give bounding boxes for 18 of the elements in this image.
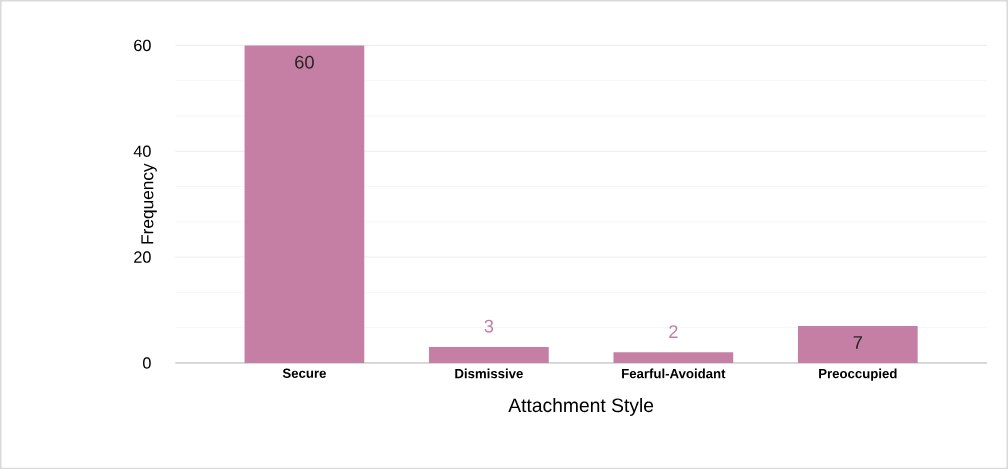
y-tick-label: 40 xyxy=(133,145,151,157)
bar xyxy=(429,346,549,363)
x-tick-label: Secure xyxy=(282,368,326,378)
data-label: 7 xyxy=(853,336,862,349)
data-label: 60 xyxy=(295,55,314,69)
y-tick-label: 0 xyxy=(143,357,151,369)
x-tick-label: Fearful-Avoidant xyxy=(622,368,726,379)
data-label: 3 xyxy=(484,319,494,333)
x-tick-label: Dismissive xyxy=(455,368,523,379)
data-label: 2 xyxy=(669,325,678,338)
x-axis-title: Attachment Style xyxy=(508,397,654,416)
y-tick-label: 60 xyxy=(134,39,151,52)
bar xyxy=(797,325,918,363)
bar xyxy=(244,45,365,363)
x-tick-label: Preoccupied xyxy=(819,368,897,381)
bar xyxy=(613,352,734,363)
y-tick-label: 20 xyxy=(134,251,151,263)
y-axis-title: Frequency xyxy=(141,163,157,244)
